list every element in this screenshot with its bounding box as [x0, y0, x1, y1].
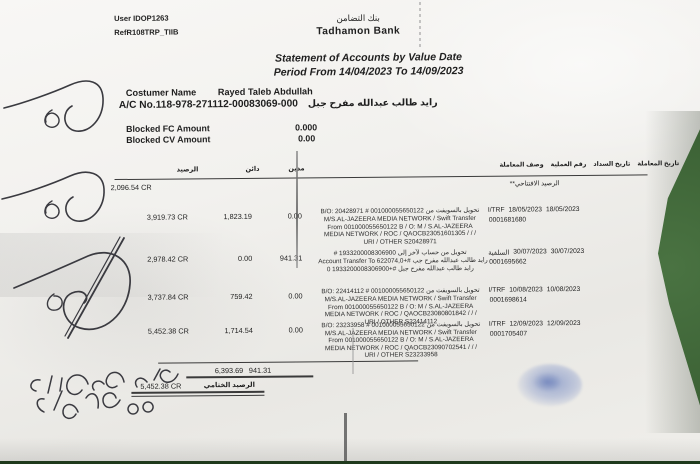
handwritten-signature-1: [2, 60, 110, 147]
header-rule: [114, 174, 648, 181]
row-value-date: 30/07/2023: [513, 248, 547, 256]
totals-rule-bottom: [186, 375, 314, 379]
blocked-fc-label: Blocked FC Amount: [126, 123, 210, 134]
statement-period: Period From 14/04/2023 To 14/09/2023: [273, 65, 464, 79]
paper-fold-line: [296, 151, 298, 268]
row-debit: 0.00: [288, 325, 303, 335]
scan-artifact-line: [352, 328, 354, 374]
account-number-line: A/C No.118-978-271112-00083069-000 رايد ط…: [119, 96, 438, 111]
handwritten-signature-3: [10, 236, 144, 345]
customer-name: Rayed Taleb Abdullah: [217, 86, 313, 98]
desc-line: رايد طالب عبدالله مفرح جبل #+19332000083…: [326, 264, 474, 273]
row-op-no: 0001681680: [488, 215, 527, 224]
row-debit: 0.00: [287, 211, 302, 221]
header-balance: الرصيد: [176, 166, 199, 174]
report-ref: RefR108TRP_TIIB: [114, 27, 179, 38]
row-type-dates: السلفية 30/07/2023 30/07/2023: [488, 248, 584, 257]
desc-line: URI / OTHER S20428971: [363, 238, 437, 247]
customer-name-label: Costumer Name: [125, 87, 197, 98]
desc-line: URI / OTHER S23233958: [364, 351, 438, 359]
user-id: User IDOP1263: [114, 13, 169, 24]
handwritten-signature-2: [0, 153, 112, 236]
row-value-date: 12/09/2023: [509, 320, 544, 328]
header-txn-date: تاريخ المعاملة: [637, 160, 680, 168]
handwritten-note: [4, 364, 186, 429]
row-description: B/O: 23233958 # 001000055650122 تحويل با…: [319, 321, 483, 360]
header-op-no: رقم العملية: [550, 160, 587, 169]
row-op-no: 0001695662: [489, 257, 527, 266]
row-type: I/TRF: [488, 320, 506, 328]
account-number: A/C No.118-978-271112-00083069-000: [118, 98, 298, 112]
blue-ink-smudge-core: [532, 372, 562, 392]
bank-name-english: Tadhamon Bank: [316, 25, 401, 38]
row-op-no: 0001698614: [489, 295, 527, 304]
header-right-group: وصف المعاملة رقم العملية تاريخ السداد تا…: [499, 160, 679, 169]
row-type: I/TRF: [488, 286, 506, 294]
row-description: B/O: 20428971 # 001000055650122 تحويل با…: [318, 207, 482, 247]
header-credit: دائن: [245, 165, 260, 173]
customer-name-arabic: رايد طالب عبدالله مفرح جبل: [307, 96, 438, 109]
row-debit: 0.00: [288, 291, 303, 301]
row-type-dates: I/TRF 18/05/2023 18/05/2023: [488, 206, 580, 214]
header-description: وصف المعاملة: [499, 161, 544, 169]
row-type-dates: I/TRF 10/08/2023 10/08/2023: [488, 286, 580, 294]
blocked-cv-label: Blocked CV Amount: [126, 134, 211, 145]
paper-fold-line: [344, 413, 347, 461]
row-op-no: 0001705407: [489, 329, 528, 338]
opening-balance-label: **الرصيد الافتتاحي: [509, 180, 560, 188]
row-type: السلفية: [488, 249, 510, 257]
row-value-date: 18/05/2023: [508, 206, 543, 214]
total-debit: 941.31: [248, 365, 272, 375]
header-value-date: تاريخ السداد: [593, 160, 631, 168]
row-description: # 1933200008306900 تحويل من حساب لآخر إل…: [318, 249, 488, 274]
row-type-dates: I/TRF 12/09/2023 12/09/2023: [489, 320, 581, 328]
row-txn-date: 30/07/2023: [550, 247, 585, 256]
blue-ink-smudge: [518, 364, 582, 406]
blocked-fc-value: 0.000: [295, 122, 318, 133]
bank-name-arabic: بنك التضامن: [336, 12, 380, 24]
blocked-cv-value: 0.00: [298, 133, 316, 144]
row-txn-date: 18/05/2023: [545, 205, 580, 214]
row-txn-date: 12/09/2023: [546, 319, 581, 328]
totals-rule-top: [158, 360, 419, 364]
statement-title: Statement of Accounts by Value Date: [274, 51, 463, 65]
row-type: I/TRF: [487, 206, 505, 214]
row-txn-date: 10/08/2023: [546, 285, 581, 294]
row-value-date: 10/08/2023: [509, 286, 543, 294]
row-debit: 941.31: [279, 253, 303, 263]
scan-artifact-line: [419, 2, 421, 48]
closing-balance-label: الرصيد الختامي: [203, 381, 255, 390]
